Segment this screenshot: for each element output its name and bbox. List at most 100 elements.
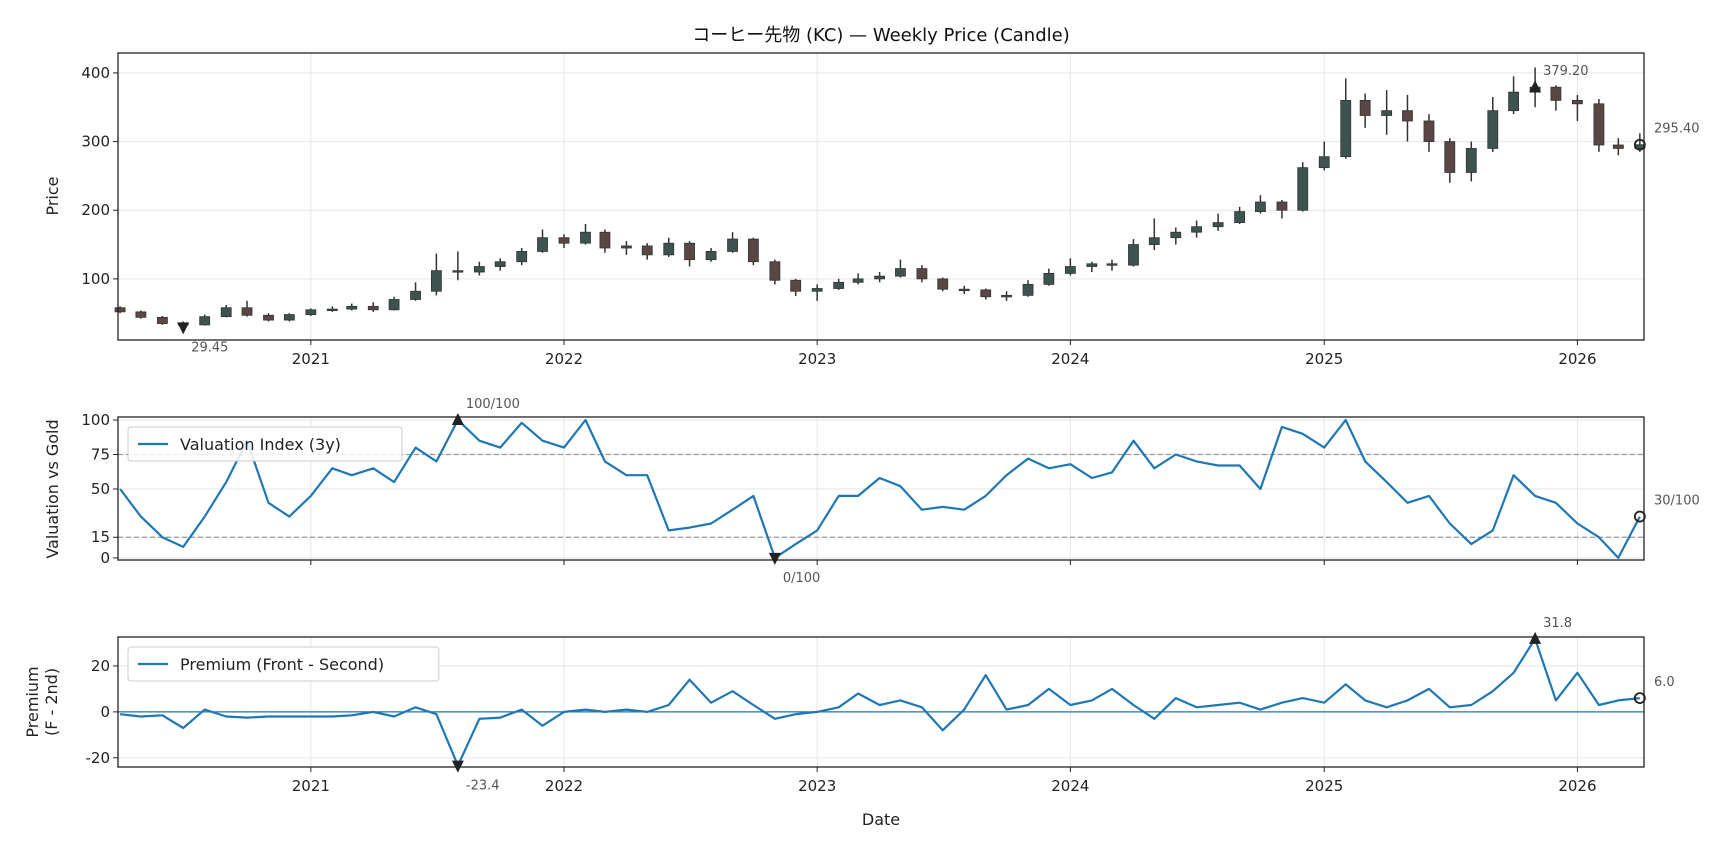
candle-body bbox=[1086, 263, 1098, 267]
candle bbox=[1234, 206, 1246, 224]
candle-body bbox=[747, 238, 759, 263]
candle-body bbox=[916, 268, 928, 280]
candle-body bbox=[1612, 144, 1624, 149]
candle-body bbox=[1508, 91, 1519, 112]
candle bbox=[1148, 218, 1160, 251]
x-tick-label: 2022 bbox=[545, 777, 583, 795]
y-tick-label: 300 bbox=[81, 133, 110, 151]
series-line bbox=[119, 418, 1641, 559]
candle-body bbox=[1148, 237, 1160, 245]
candle-body bbox=[114, 307, 126, 313]
candle-body bbox=[263, 314, 274, 321]
candle-body bbox=[958, 288, 970, 292]
candle bbox=[516, 247, 528, 266]
candle-body bbox=[1423, 120, 1435, 142]
candle-body bbox=[388, 299, 400, 311]
candle bbox=[1022, 280, 1034, 297]
candle bbox=[346, 303, 358, 311]
candle-body bbox=[580, 231, 591, 244]
last-value-label: 6.0 bbox=[1654, 675, 1675, 690]
candle-body bbox=[367, 305, 379, 311]
candle bbox=[1487, 96, 1499, 152]
candle bbox=[135, 310, 147, 319]
candle bbox=[537, 229, 548, 253]
candle bbox=[1572, 94, 1583, 121]
candle-body bbox=[1170, 231, 1182, 239]
candle-body bbox=[494, 261, 506, 267]
y-tick-label: 100 bbox=[81, 411, 110, 429]
candle-body bbox=[452, 270, 464, 273]
min-label: 29.45 bbox=[191, 340, 228, 355]
candle bbox=[1276, 199, 1288, 219]
max-label: 31.8 bbox=[1543, 616, 1572, 631]
candle-body bbox=[1487, 110, 1499, 149]
candle-body bbox=[1191, 226, 1203, 233]
candle-body bbox=[1276, 201, 1288, 211]
candle-body bbox=[156, 316, 168, 324]
x-tick-label: 2024 bbox=[1051, 350, 1089, 368]
candle bbox=[958, 285, 970, 294]
candle-body bbox=[1255, 201, 1266, 213]
candle-body bbox=[135, 311, 147, 318]
candle bbox=[1043, 268, 1055, 286]
candle bbox=[916, 265, 928, 283]
candle bbox=[1191, 220, 1203, 238]
legend-box bbox=[127, 646, 440, 682]
price-panel: 2021 2022 2023 2024 2025 2026 100 200 300 400 29.4… bbox=[81, 52, 1700, 368]
candle bbox=[558, 234, 570, 248]
candle-body bbox=[1593, 103, 1605, 146]
candle-body bbox=[1001, 294, 1012, 298]
y-tick-label: 15 bbox=[91, 528, 110, 546]
min-label: -23.4 bbox=[466, 779, 500, 794]
series-line bbox=[119, 637, 1640, 767]
candle bbox=[1444, 138, 1456, 183]
candle-body bbox=[430, 270, 442, 292]
candle-body bbox=[621, 245, 632, 249]
candle-body bbox=[220, 307, 232, 318]
candle-body bbox=[1297, 167, 1309, 211]
candle bbox=[1340, 78, 1352, 159]
last-value-marker bbox=[1633, 138, 1646, 151]
candle-body bbox=[1106, 263, 1118, 266]
candle-body bbox=[1340, 99, 1352, 158]
last-value-marker bbox=[1633, 692, 1646, 704]
candle-body bbox=[326, 308, 338, 312]
candle bbox=[473, 261, 485, 276]
candle bbox=[1255, 195, 1266, 214]
min-label: 0/100 bbox=[783, 571, 820, 586]
candle-body bbox=[1465, 148, 1477, 173]
candle-body bbox=[1064, 266, 1076, 274]
candle-body bbox=[516, 251, 528, 263]
candle-body bbox=[241, 307, 253, 316]
candle-body bbox=[980, 289, 992, 298]
candle-body bbox=[1212, 222, 1224, 228]
y-tick-label: 0 bbox=[100, 703, 110, 721]
candle-body bbox=[305, 309, 317, 315]
legend: Premium (Front - Second) bbox=[127, 646, 440, 682]
candle bbox=[1402, 94, 1413, 142]
x-tick-label: 2026 bbox=[1558, 777, 1596, 795]
candle bbox=[283, 313, 295, 322]
max-marker bbox=[451, 413, 464, 426]
candle-body bbox=[1318, 156, 1330, 169]
candle bbox=[580, 223, 591, 245]
candle-body bbox=[1381, 110, 1393, 116]
chart-title: コーヒー先物 (KC) — Weekly Price (Candle) bbox=[692, 25, 1069, 46]
candle-body bbox=[727, 238, 738, 252]
candle bbox=[1508, 76, 1519, 115]
price-y-axis-label: Price bbox=[43, 176, 62, 215]
candle bbox=[1593, 99, 1605, 152]
candle-body bbox=[1128, 244, 1139, 266]
min-marker bbox=[768, 552, 781, 565]
candle bbox=[1086, 261, 1098, 273]
candle bbox=[663, 237, 675, 257]
y-tick-label: 400 bbox=[81, 64, 110, 82]
candle bbox=[156, 315, 168, 325]
x-tick-label: 2026 bbox=[1558, 350, 1596, 368]
candle bbox=[790, 278, 802, 297]
legend-label: Valuation Index (3y) bbox=[180, 435, 341, 454]
max-label: 100/100 bbox=[466, 397, 520, 412]
x-tick-label: 2021 bbox=[292, 777, 330, 795]
candle bbox=[1128, 239, 1139, 267]
candle-body bbox=[537, 237, 548, 252]
